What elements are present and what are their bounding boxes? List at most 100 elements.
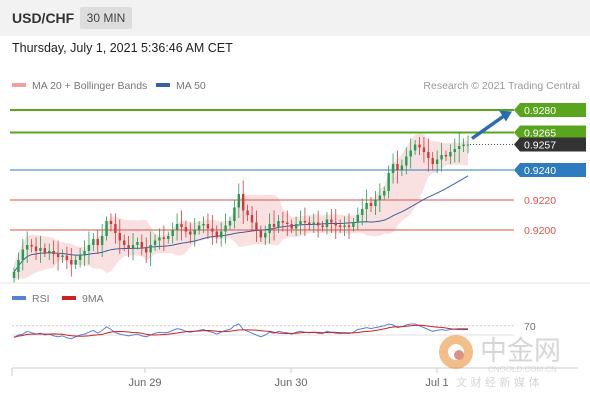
ma20-legend-label: MA 20 + Bollinger Bands [32,80,147,92]
candle [78,248,82,268]
x-tick-label: Jul 1 [425,377,448,389]
level-label-5: 0.9200 [524,225,556,237]
x-axis-ticks: Jun 29 Jun 30 Jul 1 [128,368,449,389]
watermark-url: CNGOLD.COM.CN [488,365,557,374]
candle [193,218,196,247]
candle [17,252,20,280]
candle [92,233,95,251]
level-label-4: 0.9220 [524,195,556,207]
candle [70,248,73,277]
bollinger-area [14,132,468,281]
candle [136,237,139,250]
candle [61,249,64,263]
level-label-2: 0.9257 [524,140,556,152]
candle [34,237,38,260]
candle [246,204,249,221]
candle [65,246,69,269]
candle [180,210,183,241]
cngold-watermark: 中金网 CNGOLD.COM.CN 文 财 经 新 媒 体 [439,335,561,389]
ma50-path [13,175,469,273]
candle [87,231,91,265]
candle [52,240,55,265]
candle [338,219,342,233]
chart-legend: MA 20 + Bollinger Bands MA 50 Research ©… [12,80,580,92]
candle [466,135,470,154]
candle [158,228,161,250]
watermark-brand: 中金网 [480,336,561,367]
candle [74,255,77,269]
level-label-1: 0.9265 [524,128,556,140]
candle [352,218,355,232]
candle [175,213,179,241]
candle [167,231,170,244]
candle [365,189,368,223]
candle [131,233,135,260]
candle [440,143,443,172]
candle [374,191,377,215]
candle [264,225,267,245]
candle [281,212,285,232]
candle [197,221,201,235]
ma50-legend-label: MA 50 [176,80,206,92]
candle [308,216,311,230]
candle [316,210,320,238]
candle [422,137,426,163]
candle [233,200,236,229]
candle [105,216,108,241]
candle [286,210,289,236]
ma9-legend-swatch [62,296,76,300]
ma50-line [13,175,469,273]
candle [321,221,324,232]
rsi-legend-swatch [12,296,26,300]
chart-datetime: Thursday, July 1, 2021 5:36:46 AM CET [12,41,233,55]
rsi-ma9-line [13,324,469,338]
candle [48,243,51,260]
level-label-0: 0.9280 [524,105,556,117]
candle [162,225,166,251]
candle [122,234,126,251]
candle [453,138,456,163]
cngold-logo-dot [454,350,464,360]
candle [334,209,337,239]
candle [140,234,144,256]
candle [83,240,86,266]
price-levels [10,109,514,231]
candle [396,150,399,184]
arrow-head [499,110,512,122]
candle [427,138,430,172]
symbol-label: USD/CHF [12,10,75,26]
candle [391,153,395,184]
candle [149,231,152,266]
candle [250,206,254,232]
candle [96,230,99,254]
candle [127,236,130,257]
level-tag-3 [514,163,586,177]
candle [431,152,434,170]
candle [118,219,121,254]
candle [383,186,386,200]
candle [26,231,29,263]
candle [30,239,33,253]
candle [400,159,404,176]
level-tag-2 [514,137,586,152]
candle [224,213,227,244]
candle [21,239,25,271]
candles [12,132,470,283]
candle [215,225,218,244]
candle [413,140,417,155]
timeframe-button[interactable]: 30 MIN [80,7,132,29]
candle [325,212,329,235]
rsi-legend: RSI 9MA [12,293,104,305]
candle [184,221,188,238]
x-tick-label: Jun 29 [128,377,161,389]
candle [109,213,113,232]
candle [241,180,245,224]
candle [277,215,280,233]
candle [255,210,258,242]
candle [347,213,351,239]
candle [189,222,192,244]
candle [435,150,439,173]
candle [312,213,315,233]
